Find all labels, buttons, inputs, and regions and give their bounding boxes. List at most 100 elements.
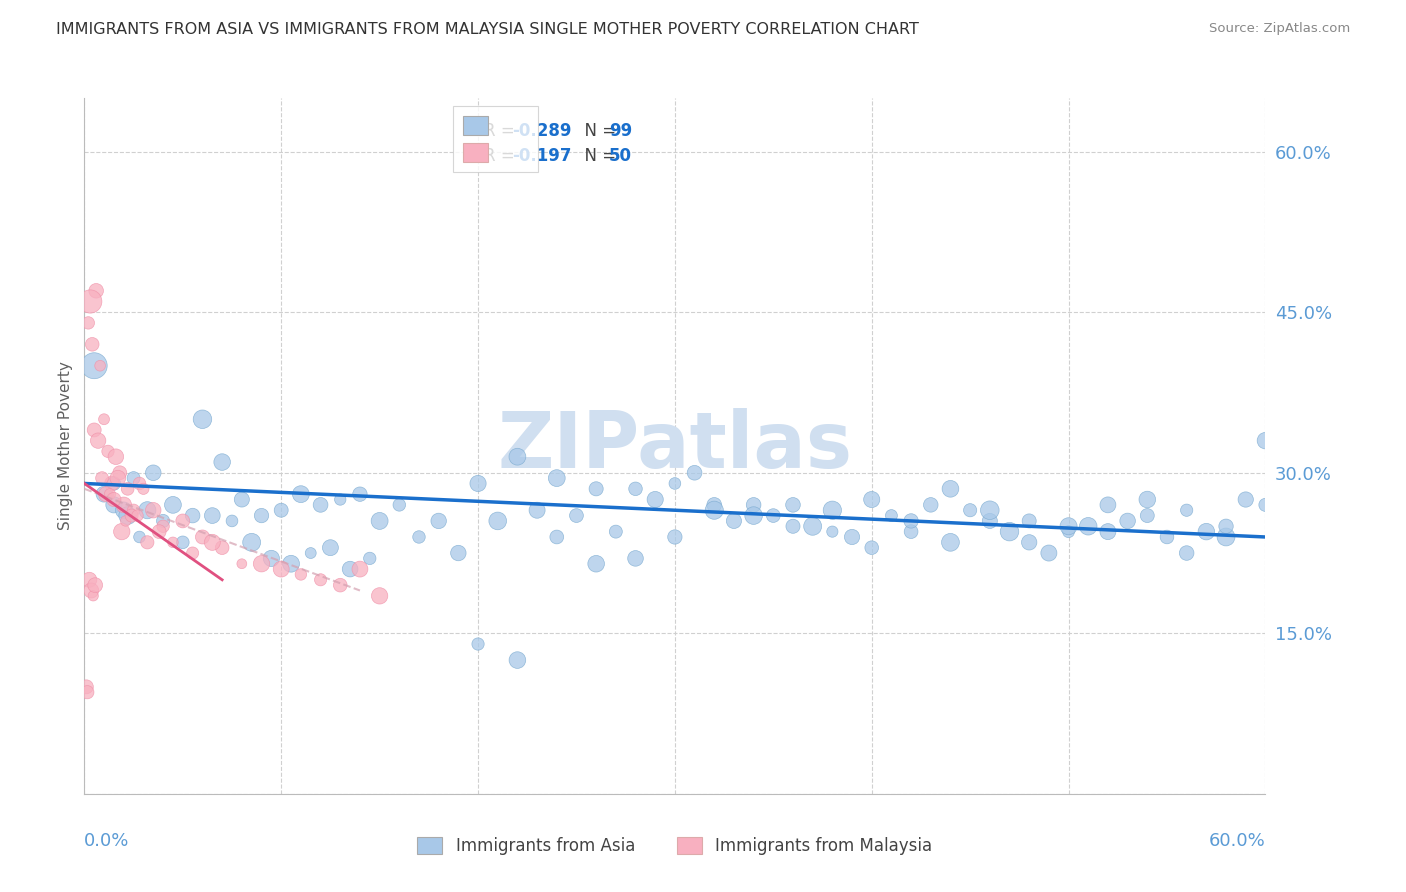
Point: [76, 685, 98, 699]
Point: [82, 589, 104, 603]
Point: [107, 471, 129, 485]
Point: [1136, 492, 1159, 507]
Point: [117, 508, 139, 523]
Point: [112, 498, 135, 512]
Point: [142, 466, 165, 480]
Point: [83, 359, 105, 373]
Point: [231, 557, 253, 571]
Point: [260, 551, 283, 566]
Point: [821, 524, 844, 539]
Point: [664, 530, 686, 544]
Point: [782, 519, 804, 533]
Point: [900, 524, 922, 539]
Point: [368, 514, 391, 528]
Point: [939, 535, 962, 549]
Point: [1254, 498, 1277, 512]
Point: [250, 557, 273, 571]
Point: [75, 680, 97, 694]
Point: [128, 476, 150, 491]
Point: [221, 514, 243, 528]
Text: ZIPatlas: ZIPatlas: [498, 408, 852, 484]
Text: 0.0%: 0.0%: [84, 832, 129, 850]
Point: [1195, 524, 1218, 539]
Point: [664, 476, 686, 491]
Text: R =: R =: [484, 147, 520, 165]
Text: -0.197: -0.197: [512, 147, 571, 165]
Point: [703, 498, 725, 512]
Point: [290, 487, 312, 501]
Point: [136, 503, 159, 517]
Point: [624, 482, 647, 496]
Point: [117, 482, 139, 496]
Point: [77, 316, 100, 330]
Point: [79, 573, 101, 587]
Point: [762, 508, 785, 523]
Text: -0.289: -0.289: [512, 122, 571, 140]
Point: [860, 541, 883, 555]
Point: [319, 541, 342, 555]
Point: [1136, 508, 1159, 523]
Point: [349, 487, 371, 501]
Point: [526, 503, 548, 517]
Point: [998, 524, 1021, 539]
Point: [1175, 503, 1198, 517]
Point: [1057, 524, 1080, 539]
Point: [742, 498, 765, 512]
Point: [162, 535, 184, 549]
Point: [1038, 546, 1060, 560]
Point: [270, 503, 292, 517]
Point: [152, 514, 174, 528]
Point: [467, 476, 489, 491]
Point: [114, 514, 136, 528]
Point: [329, 492, 352, 507]
Point: [427, 514, 450, 528]
Point: [84, 578, 107, 592]
Point: [782, 498, 804, 512]
Point: [97, 444, 120, 458]
Point: [82, 337, 104, 351]
Point: [152, 519, 174, 533]
Point: [1254, 434, 1277, 448]
Point: [121, 508, 143, 523]
Point: [821, 503, 844, 517]
Point: [191, 412, 214, 426]
Point: [585, 482, 607, 496]
Point: [201, 508, 224, 523]
Text: 60.0%: 60.0%: [1209, 832, 1265, 850]
Point: [467, 637, 489, 651]
Text: R =: R =: [484, 122, 520, 140]
Point: [1018, 535, 1040, 549]
Point: [1215, 530, 1237, 544]
Point: [1234, 492, 1257, 507]
Point: [349, 562, 371, 576]
Point: [339, 562, 361, 576]
Text: 50: 50: [609, 147, 631, 165]
Point: [565, 508, 588, 523]
Point: [841, 530, 863, 544]
Point: [309, 573, 332, 587]
Legend: Immigrants from Asia, Immigrants from Malaysia: Immigrants from Asia, Immigrants from Ma…: [411, 830, 939, 862]
Point: [644, 492, 666, 507]
Point: [624, 551, 647, 566]
Point: [388, 498, 411, 512]
Point: [148, 524, 170, 539]
Point: [172, 535, 194, 549]
Point: [723, 514, 745, 528]
Point: [162, 498, 184, 512]
Point: [1077, 519, 1099, 533]
Point: [91, 471, 114, 485]
Point: [104, 450, 127, 464]
Point: [103, 476, 125, 491]
Point: [959, 503, 981, 517]
Point: [408, 530, 430, 544]
Point: [880, 508, 903, 523]
Point: [506, 653, 529, 667]
Point: [136, 535, 159, 549]
Point: [108, 466, 131, 480]
Point: [98, 487, 121, 501]
Point: [1175, 546, 1198, 560]
Point: [290, 567, 312, 582]
Point: [546, 471, 568, 485]
Point: [112, 503, 135, 517]
Text: Source: ZipAtlas.com: Source: ZipAtlas.com: [1209, 22, 1350, 36]
